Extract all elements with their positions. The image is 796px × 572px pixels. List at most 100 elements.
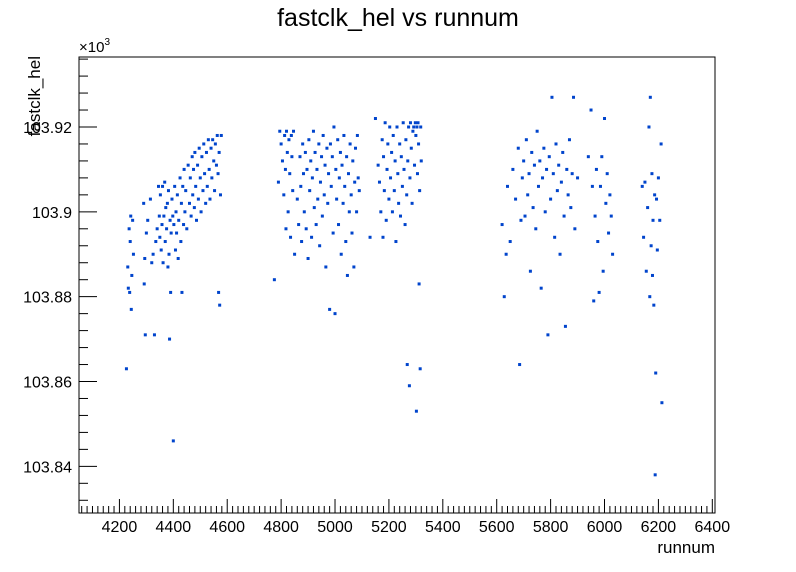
- data-point: [572, 95, 576, 99]
- data-point: [605, 172, 609, 176]
- data-point: [648, 95, 652, 99]
- data-point: [218, 193, 222, 197]
- data-point: [192, 206, 196, 210]
- data-point: [341, 201, 345, 205]
- data-point: [353, 180, 357, 184]
- data-point: [647, 125, 651, 129]
- data-point: [604, 201, 608, 205]
- data-point: [538, 159, 542, 163]
- data-point: [523, 214, 527, 218]
- data-point: [215, 133, 219, 137]
- data-point: [391, 133, 395, 137]
- data-point: [213, 189, 217, 193]
- data-point: [508, 240, 512, 244]
- data-point: [165, 201, 169, 205]
- data-point: [344, 240, 348, 244]
- data-point: [659, 142, 663, 146]
- data-point: [550, 95, 554, 99]
- data-point: [318, 244, 322, 248]
- data-point: [202, 142, 206, 146]
- data-point: [590, 184, 594, 188]
- x-tick-label: 4600: [209, 519, 245, 536]
- data-point: [419, 159, 423, 163]
- data-point: [385, 167, 389, 171]
- data-point: [542, 146, 546, 150]
- data-point: [346, 172, 350, 176]
- data-point: [298, 155, 302, 159]
- data-point: [335, 197, 339, 201]
- data-point: [188, 176, 192, 180]
- data-point: [654, 371, 658, 375]
- data-point: [658, 218, 662, 222]
- data-point: [301, 172, 305, 176]
- data-point: [302, 210, 306, 214]
- data-point: [407, 384, 411, 388]
- data-point: [310, 176, 314, 180]
- y-axis-multiplier-base: ×10: [79, 39, 104, 56]
- x-tick-label: 5400: [425, 519, 461, 536]
- data-point: [660, 401, 664, 405]
- data-point: [531, 206, 535, 210]
- data-point: [283, 133, 287, 137]
- data-point: [642, 235, 646, 239]
- data-point: [299, 184, 303, 188]
- data-point: [394, 240, 398, 244]
- data-point: [401, 121, 405, 125]
- data-point: [505, 184, 509, 188]
- data-point: [569, 206, 573, 210]
- data-point: [158, 193, 162, 197]
- data-point: [348, 142, 352, 146]
- data-point: [558, 252, 562, 256]
- data-point: [320, 214, 324, 218]
- data-point: [175, 193, 179, 197]
- data-point: [297, 223, 301, 227]
- data-point: [656, 176, 660, 180]
- data-point: [504, 252, 508, 256]
- data-point: [181, 184, 185, 188]
- y-axis-multiplier: ×103: [79, 37, 110, 56]
- data-point: [148, 197, 152, 201]
- data-point: [566, 193, 570, 197]
- data-point: [219, 133, 223, 137]
- data-point: [168, 218, 172, 222]
- data-point: [413, 121, 417, 125]
- data-point: [573, 227, 577, 231]
- data-point: [368, 235, 372, 239]
- data-point: [409, 146, 413, 150]
- data-point: [309, 159, 313, 163]
- data-point: [272, 278, 276, 282]
- data-point: [562, 214, 566, 218]
- data-point: [516, 146, 520, 150]
- data-point: [175, 231, 179, 235]
- data-point: [518, 363, 522, 367]
- data-point: [376, 163, 380, 167]
- data-point: [317, 142, 321, 146]
- data-point: [176, 256, 180, 260]
- data-point: [192, 167, 196, 171]
- data-point: [177, 218, 181, 222]
- data-point: [543, 210, 547, 214]
- y-axis-label: fastclk_hel: [25, 56, 44, 136]
- y-tick-label: 103.92: [23, 120, 72, 137]
- data-point: [293, 252, 297, 256]
- data-point: [196, 163, 200, 167]
- data-point: [339, 252, 343, 256]
- data-point: [201, 189, 205, 193]
- data-point: [170, 197, 174, 201]
- data-point: [157, 214, 161, 218]
- data-point: [157, 184, 160, 188]
- data-point: [285, 129, 289, 133]
- data-point: [310, 235, 314, 239]
- data-point: [207, 167, 211, 171]
- y-axis-ticks: 103.84 103.86 103.88 103.9 103.92: [23, 58, 97, 501]
- data-point: [502, 295, 506, 299]
- data-point: [199, 210, 203, 214]
- data-point: [155, 227, 159, 231]
- data-point: [161, 184, 165, 188]
- data-point: [324, 265, 328, 269]
- data-point: [337, 223, 341, 227]
- data-point: [151, 252, 155, 256]
- data-point: [312, 206, 316, 210]
- x-tick-label: 4800: [263, 519, 299, 536]
- data-point: [182, 223, 186, 227]
